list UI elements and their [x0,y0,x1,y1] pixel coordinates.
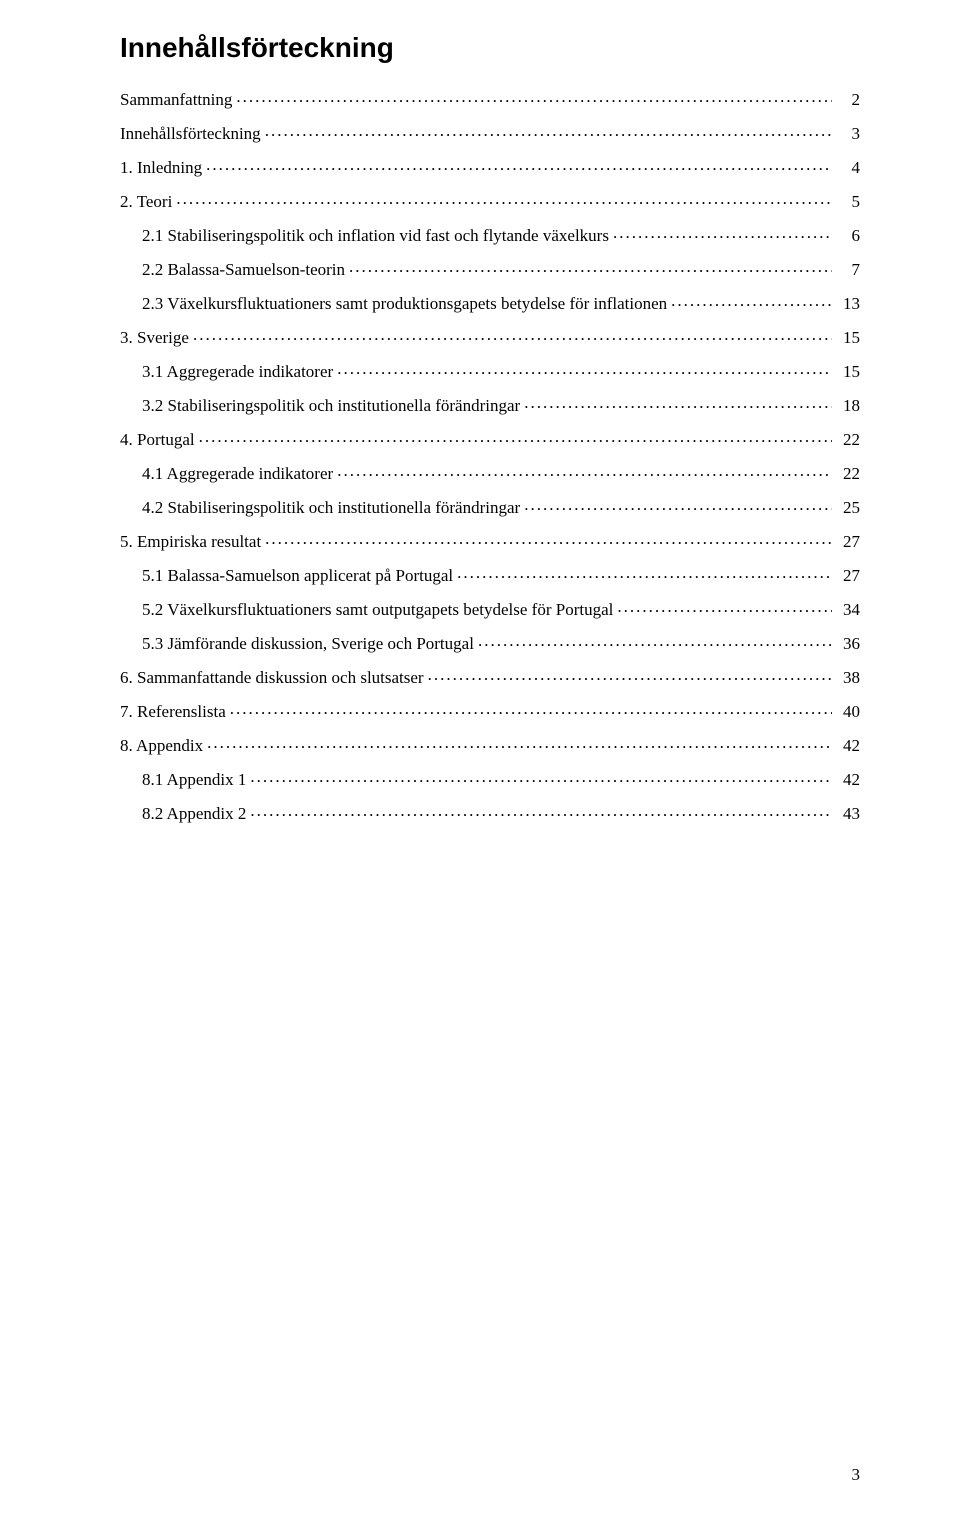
toc-entry-page: 2 [836,91,860,108]
toc-entry-page: 22 [836,431,860,448]
toc-entry-label: 3.1 Aggregerade indikatorer [142,363,333,380]
toc-entry: Innehållsförteckning 3 [120,122,860,142]
toc-leader [337,360,832,377]
toc-entry-label: 5. Empiriska resultat [120,533,261,550]
toc-entry-label: 4. Portugal [120,431,195,448]
toc-entry: 8.2 Appendix 2 43 [120,802,860,822]
toc-entry-label: 3. Sverige [120,329,189,346]
toc-entry: 1. Inledning 4 [120,156,860,176]
toc-entry-page: 38 [836,669,860,686]
toc-leader [337,462,832,479]
toc-entry-label: 3.2 Stabiliseringspolitik och institutio… [142,397,520,414]
toc-entry-page: 6 [836,227,860,244]
toc-entry-label: 2.2 Balassa-Samuelson-teorin [142,261,345,278]
toc-entry: 4.1 Aggregerade indikatorer 22 [120,462,860,482]
toc-entry-label: 5.1 Balassa-Samuelson applicerat på Port… [142,567,453,584]
toc-entry: 4. Portugal 22 [120,428,860,448]
toc-leader [250,802,832,819]
table-of-contents: Sammanfattning 2 Innehållsförteckning 3 1. I… [120,88,860,822]
toc-entry-label: 5.3 Jämförande diskussion, Sverige och P… [142,635,474,652]
toc-entry-label: 8.1 Appendix 1 [142,771,246,788]
toc-entry: 5.1 Balassa-Samuelson applicerat på Port… [120,564,860,584]
toc-leader [193,326,832,343]
toc-entry: 8.1 Appendix 1 42 [120,768,860,788]
toc-entry-page: 13 [836,295,860,312]
toc-leader [457,564,832,581]
toc-entry: 3.1 Aggregerade indikatorer 15 [120,360,860,380]
toc-entry: 3. Sverige 15 [120,326,860,346]
toc-entry: 2.2 Balassa-Samuelson-teorin 7 [120,258,860,278]
toc-entry-label: 8.2 Appendix 2 [142,805,246,822]
toc-entry-page: 34 [836,601,860,618]
toc-leader [428,666,832,683]
toc-leader [613,224,832,241]
toc-entry-page: 43 [836,805,860,822]
toc-entry-page: 42 [836,737,860,754]
toc-leader [524,496,832,513]
toc-entry: 4.2 Stabiliseringspolitik och institutio… [120,496,860,516]
page-number: 3 [852,1465,861,1485]
toc-entry-page: 4 [836,159,860,176]
toc-entry-label: 4.1 Aggregerade indikatorer [142,465,333,482]
toc-entry-page: 27 [836,533,860,550]
page-title: Innehållsförteckning [120,32,860,64]
toc-leader [349,258,832,275]
toc-entry-label: 2.1 Stabiliseringspolitik och inflation … [142,227,609,244]
toc-entry-page: 25 [836,499,860,516]
toc-leader [176,190,832,207]
toc-entry-label: Sammanfattning [120,91,232,108]
toc-entry-page: 40 [836,703,860,720]
toc-leader [230,700,832,717]
toc-entry-page: 7 [836,261,860,278]
toc-entry-label: 2.3 Växelkursfluktuationers samt produkt… [142,295,667,312]
toc-entry: 5.2 Växelkursfluktuationers samt outputg… [120,598,860,618]
toc-entry: 6. Sammanfattande diskussion och slutsat… [120,666,860,686]
toc-entry-label: 5.2 Växelkursfluktuationers samt outputg… [142,601,613,618]
toc-leader [199,428,832,445]
toc-entry-page: 18 [836,397,860,414]
toc-entry: 5. Empiriska resultat 27 [120,530,860,550]
toc-entry-label: 8. Appendix [120,737,203,754]
toc-leader [671,292,832,309]
toc-entry-page: 15 [836,363,860,380]
toc-entry-page: 3 [836,125,860,142]
toc-entry-page: 5 [836,193,860,210]
toc-entry: 2. Teori 5 [120,190,860,210]
toc-entry-label: 6. Sammanfattande diskussion och slutsat… [120,669,424,686]
toc-leader [617,598,832,615]
toc-leader [207,734,832,751]
toc-leader [265,530,832,547]
toc-entry-page: 36 [836,635,860,652]
toc-leader [250,768,832,785]
toc-entry-label: 4.2 Stabiliseringspolitik och institutio… [142,499,520,516]
toc-entry: 2.3 Växelkursfluktuationers samt produkt… [120,292,860,312]
toc-entry-page: 22 [836,465,860,482]
toc-entry-label: 2. Teori [120,193,172,210]
toc-entry-page: 15 [836,329,860,346]
toc-leader [478,632,832,649]
toc-entry-page: 42 [836,771,860,788]
toc-entry: 8. Appendix 42 [120,734,860,754]
toc-leader [524,394,832,411]
toc-leader [206,156,832,173]
toc-entry-label: 7. Referenslista [120,703,226,720]
toc-entry-label: 1. Inledning [120,159,202,176]
toc-entry: 2.1 Stabiliseringspolitik och inflation … [120,224,860,244]
toc-entry: 7. Referenslista 40 [120,700,860,720]
toc-entry: 3.2 Stabiliseringspolitik och institutio… [120,394,860,414]
toc-leader [236,88,832,105]
toc-leader [265,122,832,139]
toc-entry-label: Innehållsförteckning [120,125,261,142]
toc-entry: Sammanfattning 2 [120,88,860,108]
toc-entry-page: 27 [836,567,860,584]
toc-entry: 5.3 Jämförande diskussion, Sverige och P… [120,632,860,652]
